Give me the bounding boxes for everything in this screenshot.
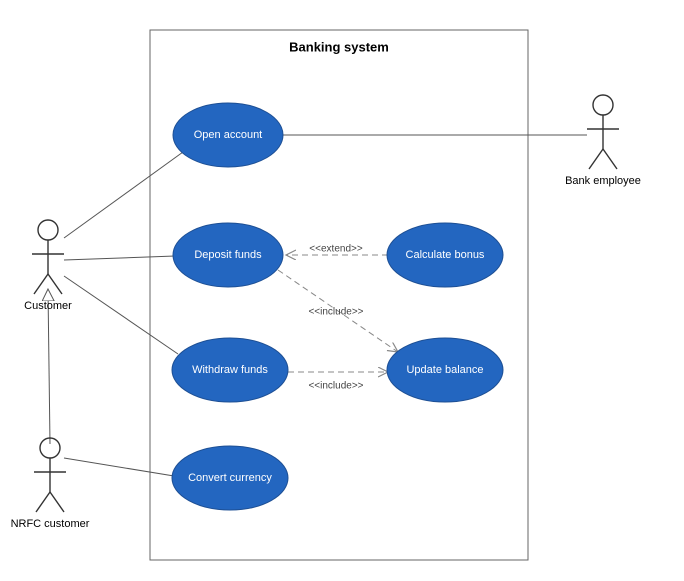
dependency-label-extend: <<extend>> <box>309 244 363 255</box>
usecase-label-open: Open account <box>194 129 263 141</box>
generalization-nrfc-to-customer <box>48 290 50 444</box>
usecase-deposit: Deposit funds <box>173 223 283 287</box>
usecase-update: Update balance <box>387 338 503 402</box>
actor-label-customer: Customer <box>24 300 72 312</box>
dependency-label-include2: <<include>> <box>308 381 363 392</box>
actor-employee: Bank employee <box>565 95 641 187</box>
usecase-convert: Convert currency <box>172 446 288 510</box>
actor-head-icon <box>593 95 613 115</box>
association-1 <box>64 256 175 260</box>
usecase-withdraw: Withdraw funds <box>172 338 288 402</box>
usecase-label-calc: Calculate bonus <box>406 249 485 261</box>
usecase-label-deposit: Deposit funds <box>194 249 262 261</box>
usecase-calc: Calculate bonus <box>387 223 503 287</box>
system-title: Banking system <box>289 39 389 54</box>
association-3 <box>64 458 174 476</box>
usecase-label-update: Update balance <box>406 364 483 376</box>
actor-label-nrfc: NRFC customer <box>11 518 90 530</box>
association-0 <box>64 152 183 238</box>
association-2 <box>64 276 178 354</box>
usecase-label-convert: Convert currency <box>188 472 272 484</box>
actor-nrfc: NRFC customer <box>11 438 90 530</box>
usecase-label-withdraw: Withdraw funds <box>192 364 268 376</box>
actor-label-employee: Bank employee <box>565 175 641 187</box>
dependency-label-include1: <<include>> <box>308 307 363 318</box>
usecase-open: Open account <box>173 103 283 167</box>
actor-head-icon <box>38 220 58 240</box>
